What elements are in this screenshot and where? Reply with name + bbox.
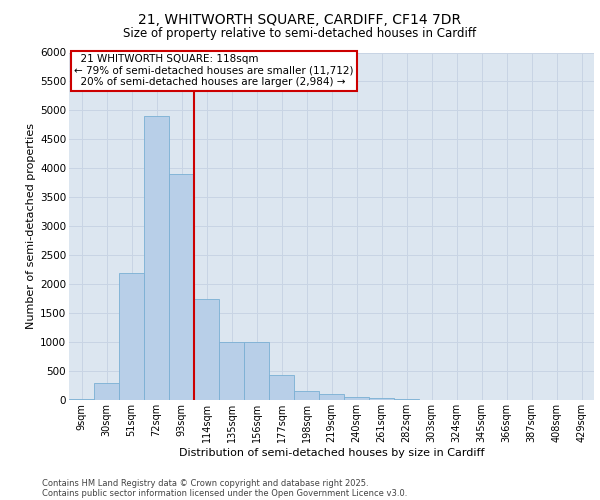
Bar <box>244 342 269 400</box>
Bar <box>69 399 94 400</box>
Text: Contains HM Land Registry data © Crown copyright and database right 2025.: Contains HM Land Registry data © Crown c… <box>42 478 368 488</box>
Bar <box>369 398 394 400</box>
Text: 21 WHITWORTH SQUARE: 118sqm
← 79% of semi-detached houses are smaller (11,712)
 : 21 WHITWORTH SQUARE: 118sqm ← 79% of sem… <box>74 54 354 88</box>
Y-axis label: Number of semi-detached properties: Number of semi-detached properties <box>26 123 36 329</box>
Bar <box>219 342 244 400</box>
Text: Contains public sector information licensed under the Open Government Licence v3: Contains public sector information licen… <box>42 488 407 498</box>
Text: 21, WHITWORTH SQUARE, CARDIFF, CF14 7DR: 21, WHITWORTH SQUARE, CARDIFF, CF14 7DR <box>139 12 461 26</box>
Bar <box>294 390 319 400</box>
Bar <box>169 174 194 400</box>
Bar <box>144 116 169 400</box>
Bar <box>344 396 369 400</box>
Bar <box>319 394 344 400</box>
Bar <box>269 375 294 400</box>
Bar <box>119 272 144 400</box>
Bar <box>94 382 119 400</box>
Text: Size of property relative to semi-detached houses in Cardiff: Size of property relative to semi-detach… <box>124 28 476 40</box>
Bar <box>394 399 419 400</box>
Bar <box>194 298 219 400</box>
X-axis label: Distribution of semi-detached houses by size in Cardiff: Distribution of semi-detached houses by … <box>179 448 484 458</box>
